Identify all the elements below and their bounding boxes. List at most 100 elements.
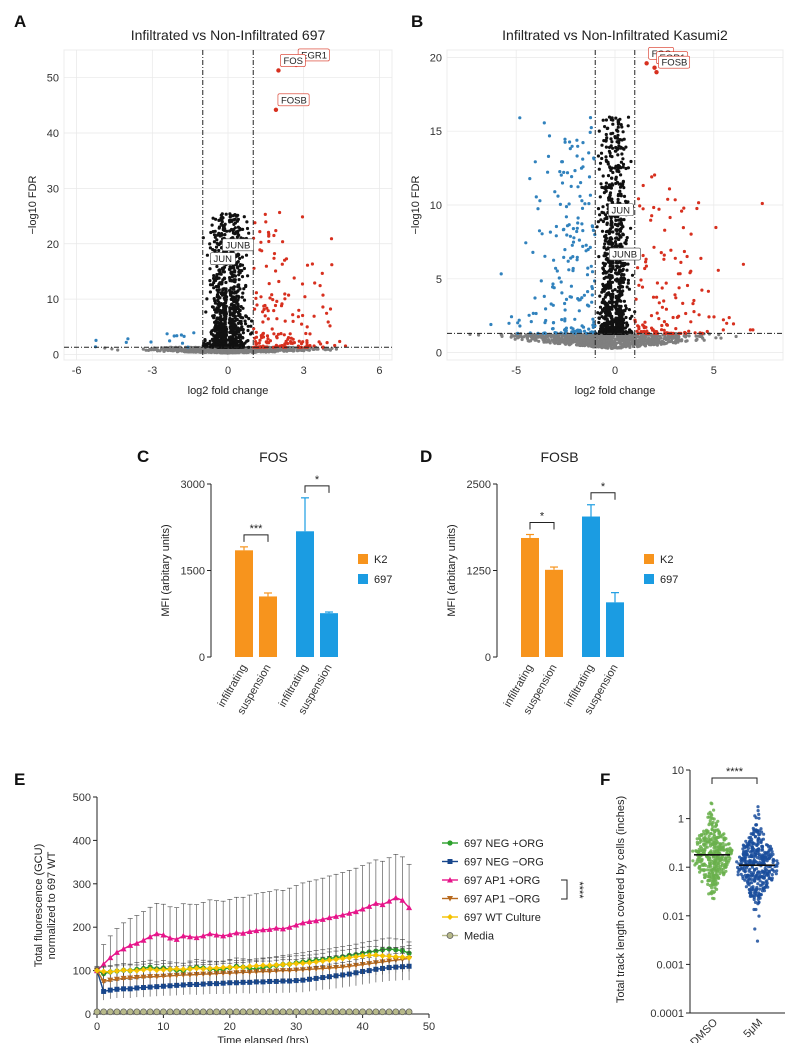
gene-point [212,342,216,346]
gene-point [611,122,615,126]
gene-point [567,202,571,206]
gene-point [175,350,179,354]
gene-point [242,215,246,219]
gene-point [519,334,523,338]
gene-point [232,227,236,232]
series-point [160,932,167,938]
gene-point [619,123,623,127]
y-axis-label: MFI (arbitary units) [446,524,458,616]
y-tick-label: 20 [430,52,442,64]
gene-point [296,315,300,319]
gene-point [236,302,240,306]
gene-point [603,242,607,246]
gene-point [213,347,218,351]
gene-point [542,294,546,298]
gene-point [241,327,245,332]
significance-label: * [315,474,320,486]
gene-label-box [280,54,306,67]
gene-point [653,342,657,346]
gene-point [625,324,629,328]
gene-point [527,313,531,317]
gene-point [624,145,628,149]
gene-point [664,281,668,285]
gene-point [213,235,217,239]
gene-point [560,181,565,185]
gene-point [240,255,244,259]
gene-point [237,328,241,332]
gene-point [604,233,608,238]
gene-point [216,299,220,303]
gene-point [639,330,643,334]
x-tick-label: 0 [612,365,618,377]
x-tick-label: -5 [511,365,521,377]
gene-point [748,328,753,332]
gene-point [278,210,282,215]
y-axis-label: −log10 FDR [27,175,39,234]
gene-point [280,344,284,348]
gene-point [603,345,607,349]
gene-point [639,334,644,338]
gene-point [305,325,309,329]
gene-point [232,349,236,353]
gene-point-labeled [273,107,279,112]
gene-point [165,332,169,336]
gene-point [254,335,259,339]
gene-point [575,154,579,158]
gene-point [614,149,618,153]
series-point [167,935,174,941]
gene-point [581,343,585,347]
gene-point [622,186,626,190]
gene-point [569,184,573,188]
gene-point [224,325,228,329]
gene-point [231,297,235,301]
gene-point [224,304,228,308]
gene-point [618,307,623,311]
gene-point [307,348,311,352]
gene-point [576,328,580,332]
gene-point [258,338,262,342]
x-tick-label: -6 [72,365,82,377]
gene-point [660,286,664,290]
gene-point [232,285,236,289]
gene-point [231,320,235,324]
gene-point [617,260,622,264]
gene-point [674,296,678,300]
gene-point [565,171,570,175]
gene-point [607,183,612,187]
gene-point [215,241,219,245]
gene-point [224,309,228,314]
gene-label: FOS [283,56,303,67]
gene-point [223,293,227,297]
gene-point [155,347,159,352]
gene-point [232,287,236,291]
gene-point [570,175,574,179]
gene-point [621,310,625,314]
gene-point [638,204,642,208]
gene-point [259,295,263,299]
gene-point [239,305,243,309]
gene-point [590,300,594,304]
series-point [260,926,266,933]
gene-point [559,173,563,177]
gene-point [328,324,332,328]
gene-point [589,126,593,130]
gene-point [253,221,257,225]
gene-point [624,304,628,308]
gene-point [610,297,614,301]
gene-point [607,242,611,246]
series-point [120,975,127,982]
gene-point [223,307,228,311]
series-point [214,981,220,987]
gene-point [644,260,648,264]
gene-point [597,320,601,325]
gene-point [727,316,731,320]
gene-point [619,173,623,177]
gene-point [291,313,295,317]
gene-point [232,222,236,226]
gene-point [571,227,576,231]
gene-point [568,147,572,151]
gene-point [243,319,247,323]
gene-point [595,225,599,229]
gene-point [622,340,626,344]
